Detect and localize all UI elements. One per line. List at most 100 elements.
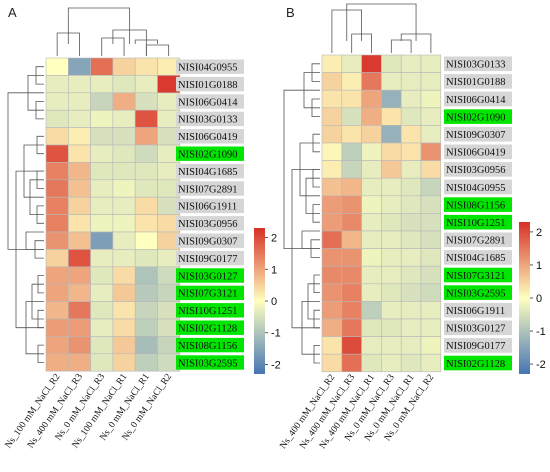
row-label: NISI09G0307 — [446, 130, 506, 141]
heatmap-cell — [134, 57, 158, 76]
heatmap-cell — [400, 230, 422, 249]
heatmap-cell — [420, 336, 442, 355]
heatmap-cell — [321, 213, 343, 232]
heatmap-cell — [361, 283, 382, 302]
heatmap-cell — [400, 248, 422, 267]
heatmap-cell — [134, 162, 158, 181]
row-label-highlight — [176, 146, 244, 161]
row-label-box — [176, 59, 244, 74]
heatmap-cell — [112, 109, 136, 128]
row-label-box — [444, 144, 512, 160]
heatmap-cell — [341, 195, 362, 214]
heatmap-cell — [68, 301, 91, 320]
heatmap-cell — [112, 92, 136, 111]
heatmap-cell — [134, 109, 158, 128]
heatmap-cell — [90, 127, 114, 146]
heatmap-cell — [420, 283, 442, 302]
heatmap-cell — [361, 142, 382, 161]
row-label: NISI04G0955 — [446, 183, 506, 194]
row-label: NISI03G0127 — [178, 271, 238, 282]
heatmap-cell — [381, 213, 402, 232]
row-label: NISI03G2595 — [178, 358, 238, 369]
heatmap-cell — [112, 301, 136, 320]
heatmap-cell — [68, 336, 91, 355]
row-label-box — [176, 216, 244, 231]
row-label: NISI04G1685 — [178, 167, 238, 178]
heatmap-cell — [112, 144, 136, 163]
heatmap-cell — [420, 107, 442, 126]
row-label: NISI02G1090 — [178, 150, 238, 161]
heatmap-cell — [321, 142, 343, 161]
heatmap-cell — [420, 248, 442, 267]
row-label-highlight — [176, 303, 244, 318]
panel-label: A — [8, 5, 17, 20]
heatmap-cell — [90, 283, 114, 302]
heatmap-cell — [420, 54, 442, 73]
row-label: NISI01G0188 — [446, 77, 506, 88]
heatmap-cell — [420, 142, 442, 161]
heatmap-cell — [45, 318, 69, 337]
heatmap-cell — [68, 318, 91, 337]
row-label: NISI02G1128 — [178, 324, 237, 335]
row-label: NISI02G1090 — [446, 112, 506, 123]
row-label-highlight — [176, 320, 244, 335]
heatmap-cell — [420, 72, 442, 91]
heatmap-cell — [420, 230, 442, 249]
heatmap-cell — [90, 249, 114, 268]
row-label: NISI06G1911 — [178, 202, 237, 213]
heatmap-cell — [45, 336, 69, 355]
panel-label: B — [286, 5, 295, 20]
row-label: NISI04G0955 — [178, 63, 238, 74]
heatmap-cell — [400, 283, 422, 302]
row-label-box — [444, 91, 512, 107]
heatmap-cell — [68, 127, 91, 146]
colorbar-tick-label: 2 — [271, 233, 277, 245]
row-dendrogram — [7, 66, 44, 363]
colorbar-tick-label: 0 — [271, 296, 277, 308]
heatmap-cell — [420, 213, 442, 232]
heatmap-cell — [68, 162, 91, 181]
heatmap-cell — [134, 266, 158, 285]
heatmap-cell — [420, 177, 442, 197]
heatmap-cell — [420, 265, 442, 285]
heatmap-cell — [381, 160, 402, 179]
heatmap-cell — [134, 231, 158, 250]
heatmap-cell — [361, 72, 382, 91]
heatmap-cell — [361, 54, 382, 73]
heatmap-cell — [381, 125, 402, 144]
heatmap-cell — [321, 318, 343, 337]
row-label-highlight — [176, 268, 244, 283]
heatmap-cell — [361, 89, 382, 109]
heatmap-cell — [134, 75, 158, 94]
heatmap-cell — [361, 336, 382, 355]
row-label: NISI07G2891 — [178, 184, 238, 195]
row-label: NISI09G0177 — [178, 254, 238, 265]
heatmap-cell — [68, 109, 91, 128]
row-label-highlight — [444, 214, 512, 230]
heatmap-cell — [341, 89, 362, 109]
heatmap-cell — [420, 89, 442, 109]
heatmap-cell — [361, 177, 382, 197]
colorbar-tick-label: -1 — [271, 328, 281, 340]
column-dendrogram — [331, 3, 432, 53]
heatmap-cell — [90, 109, 114, 128]
heatmap-cell — [134, 179, 158, 198]
row-label: NISI03G2595 — [446, 288, 506, 299]
heatmap-cell — [321, 283, 343, 302]
heatmap-cell — [134, 301, 158, 320]
colorbar-tick-label: 1 — [536, 260, 542, 272]
row-label-highlight — [444, 355, 512, 371]
heatmap-cell — [321, 353, 343, 373]
heatmap-cell — [400, 353, 422, 373]
heatmap-cell — [321, 54, 343, 73]
heatmap-cell — [134, 92, 158, 111]
colorbar-tick-label: 0 — [536, 293, 542, 305]
heatmap-cell — [90, 92, 114, 111]
heatmap-cell — [361, 213, 382, 232]
row-label-box — [444, 250, 512, 265]
heatmap-cell — [341, 336, 362, 355]
heatmap-cell — [68, 144, 91, 163]
heatmap-cell — [361, 230, 382, 249]
heatmap-cell — [45, 179, 69, 198]
heatmap-cell — [112, 283, 136, 302]
